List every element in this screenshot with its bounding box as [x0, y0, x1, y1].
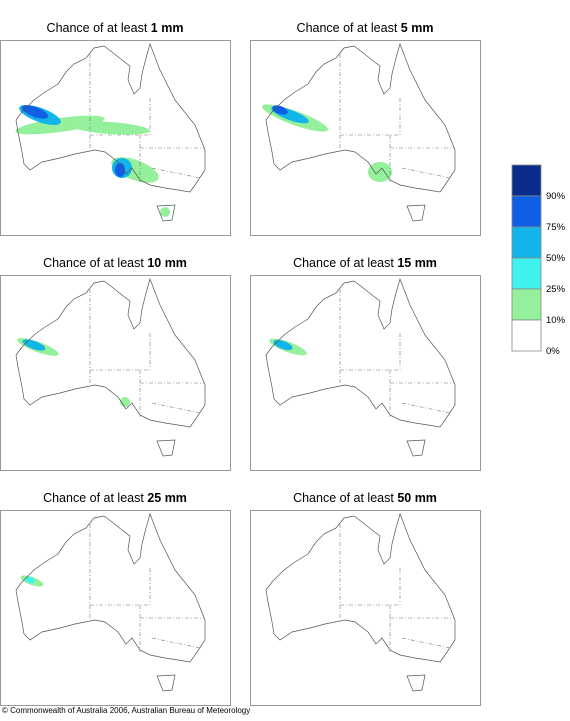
title-text: Chance of at least	[43, 491, 144, 505]
map-panel	[250, 275, 481, 471]
legend-swatch	[511, 195, 542, 228]
legend-label: 50%	[546, 253, 566, 264]
panel-title: Chance of at least 50 mm	[293, 491, 437, 505]
panel-title: Chance of at least 5 mm	[297, 21, 434, 35]
title-text: Chance of at least	[293, 256, 394, 270]
title-amount: 15 mm	[397, 256, 437, 270]
panel-title: Chance of at least 1 mm	[47, 21, 184, 35]
title-text: Chance of at least	[297, 21, 398, 35]
legend-swatch	[511, 288, 542, 321]
legend-swatch	[511, 164, 542, 197]
map-panel	[0, 275, 231, 471]
map-frame	[0, 510, 231, 706]
legend-swatch	[511, 319, 542, 352]
rain-area	[22, 339, 46, 351]
map-frame	[250, 40, 481, 236]
rain-area	[115, 163, 125, 177]
panel-title: Chance of at least 25 mm	[43, 491, 187, 505]
map-panel	[250, 40, 481, 236]
panel-title: Chance of at least 15 mm	[293, 256, 437, 270]
rain-area	[368, 162, 392, 182]
rain-area	[25, 576, 35, 584]
map-frame	[250, 275, 481, 471]
legend-label: 75%	[546, 222, 566, 233]
panel-title: Chance of at least 10 mm	[43, 256, 187, 270]
title-amount: 50 mm	[397, 491, 437, 505]
rain-area	[120, 397, 130, 407]
rain-area	[273, 339, 293, 351]
map-frame	[0, 40, 231, 236]
footer-credit: © Commonwealth of Australia 2006, Austra…	[2, 706, 250, 715]
map-panel	[0, 510, 231, 706]
title-amount: 10 mm	[147, 256, 187, 270]
rain-area	[15, 115, 105, 135]
legend-swatch	[511, 257, 542, 290]
legend-swatch	[511, 226, 542, 259]
title-text: Chance of at least	[293, 491, 394, 505]
rain-area	[160, 207, 170, 217]
legend-label: 0%	[546, 346, 560, 357]
map-frame	[250, 510, 481, 706]
rain-area	[70, 121, 150, 135]
title-amount: 1 mm	[151, 21, 184, 35]
legend-label: 10%	[546, 315, 566, 326]
rain-area	[21, 105, 49, 119]
title-amount: 5 mm	[401, 21, 434, 35]
legend-label: 90%	[546, 191, 566, 202]
title-text: Chance of at least	[47, 21, 148, 35]
map-panel	[250, 510, 481, 706]
title-amount: 25 mm	[147, 491, 187, 505]
title-text: Chance of at least	[43, 256, 144, 270]
map-frame	[0, 275, 231, 471]
map-panel	[0, 40, 231, 236]
legend-label: 25%	[546, 284, 566, 295]
